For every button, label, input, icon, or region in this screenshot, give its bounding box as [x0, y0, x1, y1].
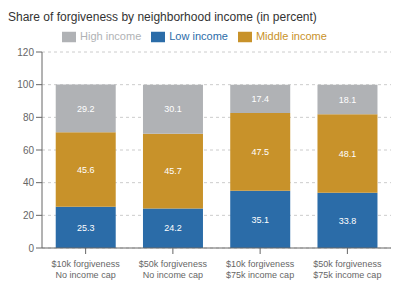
svg-text:100: 100	[17, 79, 34, 90]
svg-text:45.6: 45.6	[77, 165, 95, 175]
html-text:Middle income: Middle income	[256, 30, 327, 42]
svg-text:120: 120	[17, 47, 34, 58]
svg-text:47.5: 47.5	[251, 147, 269, 157]
svg-text:$50k forgivenessNo income cap: $50k forgivenessNo income cap	[139, 259, 208, 280]
svg-text:17.4: 17.4	[251, 94, 269, 104]
svg-text:48.1: 48.1	[339, 149, 357, 159]
svg-text:45.7: 45.7	[164, 166, 182, 176]
html-text:High income: High income	[80, 30, 142, 42]
svg-text:33.8: 33.8	[339, 216, 357, 226]
svg-text:$50k forgiveness$75k income ca: $50k forgiveness$75k income cap	[313, 259, 382, 280]
svg-text:0: 0	[28, 243, 34, 254]
svg-text:60: 60	[23, 145, 35, 156]
svg-text:35.1: 35.1	[251, 215, 269, 225]
svg-text:80: 80	[23, 112, 35, 123]
html-text:Share of forgiveness by neighb: Share of forgiveness by neighborhood inc…	[8, 10, 317, 24]
svg-text:25.3: 25.3	[77, 223, 95, 233]
svg-text:40: 40	[23, 177, 35, 188]
svg-text:$10k forgiveness$75k income ca: $10k forgiveness$75k income cap	[226, 259, 295, 280]
svg-text:24.2: 24.2	[164, 223, 182, 233]
svg-text:29.2: 29.2	[77, 104, 95, 114]
svg-text:18.1: 18.1	[339, 95, 357, 105]
svg-text:30.1: 30.1	[164, 104, 182, 114]
svg-text:20: 20	[23, 210, 35, 221]
html-text:Low income: Low income	[169, 30, 228, 42]
svg-text:$10k forgivenessNo income cap: $10k forgivenessNo income cap	[52, 259, 121, 280]
